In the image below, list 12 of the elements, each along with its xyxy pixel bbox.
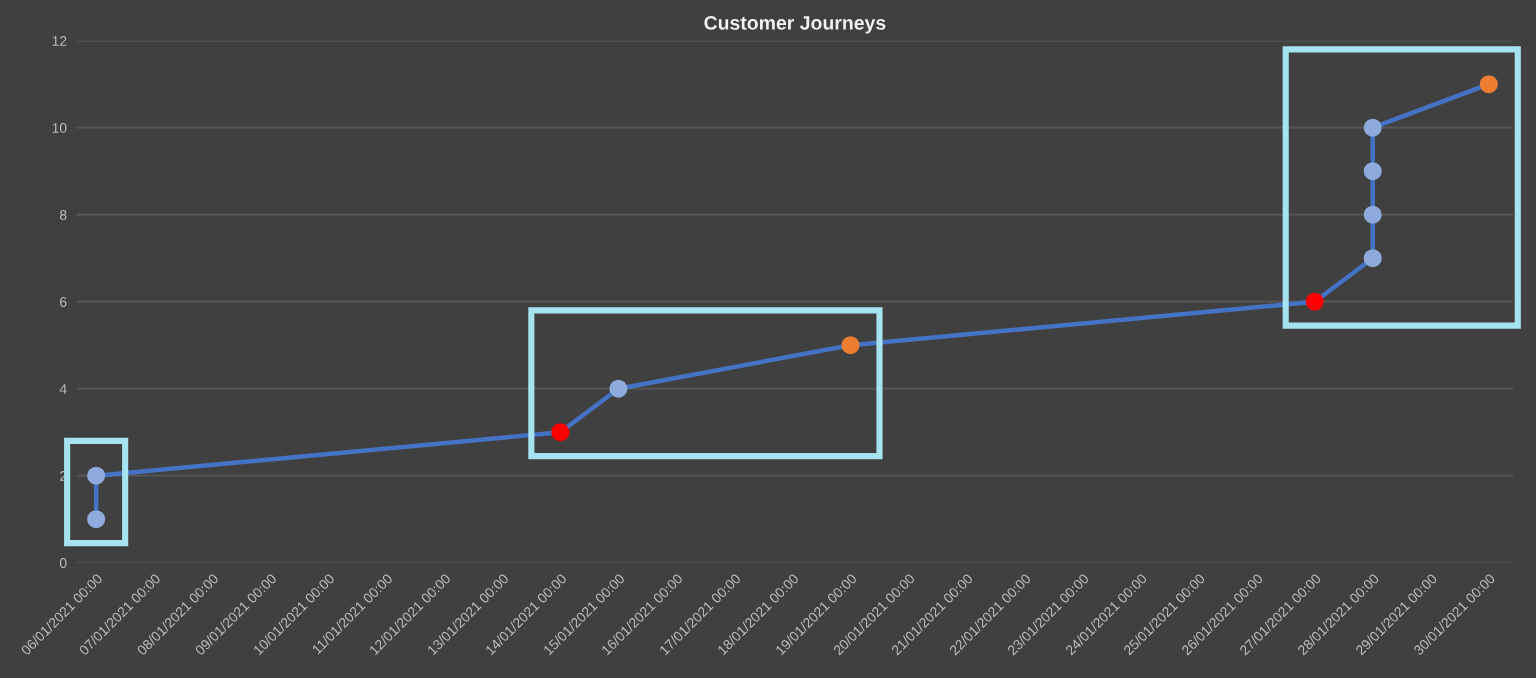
chart-title: Customer Journeys [704,15,886,34]
point [1305,292,1324,311]
point [551,423,570,442]
point [87,510,106,529]
point [87,466,106,485]
point [1363,205,1382,224]
point [1363,249,1382,268]
point [1479,75,1498,94]
point [1363,118,1382,137]
point [841,336,860,355]
point [609,379,628,398]
point [1363,162,1382,181]
